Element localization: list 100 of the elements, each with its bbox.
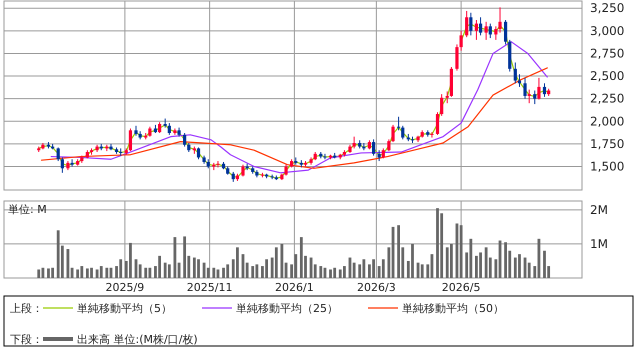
bar [514,258,517,278]
bar [129,242,132,278]
bar [484,247,488,278]
bar [80,266,84,278]
candlestick [378,150,381,162]
bar [348,258,352,278]
bar [51,268,54,278]
legend-label: 単純移動平均（25） [236,302,338,315]
candlestick [465,10,468,38]
bar [90,268,93,278]
bar [42,268,44,278]
bar [479,252,482,278]
candlestick [352,136,356,149]
candlestick [401,125,404,140]
y-tick-label: 3,250 [590,1,624,16]
y-tick-label: 2,750 [590,46,624,60]
x-tick-label: 2025/11 [186,281,232,294]
bar [76,269,80,278]
candlestick [232,171,235,182]
x-tick-label: 2026/5 [442,281,480,294]
bar [397,225,400,278]
candlestick [177,127,181,138]
bar [164,262,167,278]
candlestick [368,140,372,150]
bar [255,264,258,278]
candlestick [60,156,64,174]
candlestick [158,122,162,134]
bar [456,223,458,278]
bar [362,259,366,278]
candlestick [196,147,200,160]
bar [319,266,322,278]
candlestick [488,23,492,39]
candlestick [206,158,210,169]
y-tick-label: 1,500 [590,159,624,174]
candlestick [436,112,440,136]
candlestick [446,90,449,104]
y-tick-label: 2,000 [590,114,624,128]
bar [392,226,394,278]
candlestick [387,138,390,152]
y-tick-label: 1,750 [590,136,624,151]
candlestick [128,128,132,152]
candlestick [494,26,498,40]
candlestick [469,12,472,36]
bar [518,254,521,278]
x-tick-label: 2026/3 [357,281,396,294]
bar [174,237,176,278]
candlestick [168,122,171,136]
candlestick [498,6,502,34]
bar [538,238,540,278]
bar [66,249,70,278]
candlestick [66,160,70,171]
bar [294,254,298,278]
bar [183,236,186,278]
x-tick-label: 2026/1 [275,281,314,294]
bar [86,268,89,278]
bar [100,266,103,278]
bar [416,262,420,278]
bar [265,259,268,278]
legend-label: 単純移動平均（50） [402,302,504,315]
bar [251,266,254,278]
bar [222,268,225,278]
candlestick [396,116,400,131]
bar [148,268,152,278]
bar [329,269,332,278]
bar [475,256,478,278]
bar [300,237,303,278]
candlestick [440,94,444,116]
y-tick-label: 1M [590,236,608,251]
candlestick [391,124,395,143]
candlestick [518,74,522,88]
candlestick [455,44,459,72]
bar [411,244,414,278]
bar [372,259,375,278]
bar [343,266,346,278]
bar [242,254,244,278]
y-tick-label: 2,500 [590,69,624,84]
bar [324,268,326,278]
candlestick [164,118,167,128]
y-tick-label: 2,250 [590,92,624,106]
bar [504,242,507,278]
bar [110,268,112,278]
candlestick [474,19,478,40]
legend-label: 出来高 単位:(M株/口/枚) [77,333,198,346]
bar [498,240,502,278]
candlestick [514,62,517,84]
candlestick [537,77,541,100]
bar [158,256,162,278]
bar [202,262,206,278]
line-series [50,41,548,174]
bar [310,258,312,278]
bar [96,269,98,278]
bar [524,258,526,278]
bar [430,254,434,278]
candlestick [134,125,138,136]
candlestick [504,19,508,45]
bar [460,225,463,278]
bar [47,268,50,278]
candlestick [533,90,536,105]
candlestick [528,89,531,104]
candlestick [542,82,546,98]
